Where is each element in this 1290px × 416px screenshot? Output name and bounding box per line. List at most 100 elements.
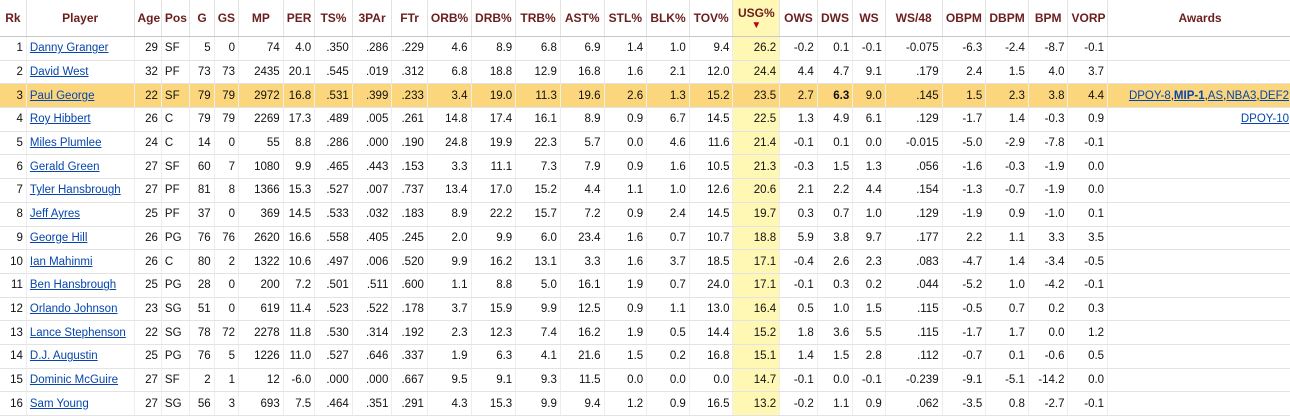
cell-dbpm: -0.3 [985, 154, 1029, 180]
cell-pos: SF [161, 36, 191, 61]
player-link[interactable]: Lance Stephenson [29, 326, 126, 339]
column-header-pos[interactable]: Pos [161, 0, 191, 37]
column-header-per[interactable]: PER [283, 0, 316, 37]
player-cell: D.J. Augustin [26, 344, 135, 369]
player-link[interactable]: George Hill [29, 231, 88, 244]
cell-ast-pct: 7.2 [560, 202, 605, 227]
column-header-ts-pct[interactable]: TS% [314, 0, 353, 37]
cell-age: 24 [134, 131, 162, 156]
column-header-player[interactable]: Player [26, 0, 135, 37]
player-link[interactable]: Paul George [29, 89, 95, 102]
cell-drb-pct: 19.9 [471, 131, 517, 156]
column-header-vorp[interactable]: VORP [1067, 0, 1109, 37]
player-link[interactable]: Gerald Green [29, 160, 100, 173]
cell-g: 79 [189, 107, 215, 132]
column-header-ftr[interactable]: FTr [391, 0, 428, 37]
player-link[interactable]: David West [29, 66, 89, 79]
column-header-ws-per-48[interactable]: WS/48 [885, 0, 943, 37]
column-header-ows[interactable]: OWS [779, 0, 818, 37]
cell-vorp: -0.1 [1067, 273, 1109, 298]
table-row: 13 Lance Stephenson 22 SG 78 72 2278 11.8.530.3… [0, 320, 1290, 345]
cell-dbpm: 0.8 [985, 391, 1029, 416]
cell-vorp: 0.3 [1067, 297, 1109, 322]
cell-orb-pct: 1.9 [427, 344, 472, 369]
cell-ws-per-48: .129 [885, 202, 943, 227]
cell-drb-pct: 11.1 [471, 154, 517, 180]
award-link[interactable]: DEF2 [1259, 89, 1289, 102]
award-link[interactable]: MIP-1 [1173, 89, 1205, 102]
column-header-age[interactable]: Age [134, 0, 162, 37]
cell-ftr: .192 [391, 320, 428, 345]
player-link[interactable]: Ian Mahinmi [29, 255, 93, 268]
column-header-3par[interactable]: 3PAr [352, 0, 393, 37]
cell-usg-pct: 19.7 [732, 202, 781, 227]
cell-rk: 13 [0, 320, 27, 345]
player-cell: Roy Hibbert [26, 107, 135, 132]
column-header-blk-pct[interactable]: BLK% [646, 0, 690, 37]
cell-stl-pct: 2.6 [604, 83, 648, 109]
cell-ts-pct: .350 [314, 36, 353, 61]
cell-stl-pct: 1.9 [604, 273, 648, 298]
cell-orb-pct: 3.7 [427, 297, 472, 322]
column-header-dws[interactable]: DWS [817, 0, 854, 37]
cell-pos: PG [161, 273, 191, 298]
cell-mp: 693 [238, 391, 284, 416]
column-header-orb-pct[interactable]: ORB% [427, 0, 472, 37]
player-link[interactable]: Miles Plumlee [29, 137, 102, 150]
column-header-stl-pct[interactable]: STL% [604, 0, 648, 37]
column-header-dbpm[interactable]: DBPM [985, 0, 1029, 37]
awards-cell [1107, 154, 1290, 180]
cell-per: 4.0 [283, 36, 316, 61]
column-header-gs[interactable]: GS [214, 0, 240, 37]
cell-age: 25 [134, 273, 162, 298]
cell-age: 27 [134, 391, 162, 416]
cell-age: 26 [134, 226, 162, 251]
award-link[interactable]: DPOY-10 [1240, 113, 1289, 126]
cell-obpm: -0.5 [942, 297, 987, 322]
column-header-drb-pct[interactable]: DRB% [471, 0, 517, 37]
cell-age: 22 [134, 83, 162, 109]
award-link[interactable]: DPOY-8 [1128, 89, 1171, 102]
cell-vorp: 4.4 [1067, 83, 1109, 109]
cell-ts-pct: .465 [314, 154, 353, 180]
column-header-mp[interactable]: MP [238, 0, 284, 37]
player-link[interactable]: Tyler Hansbrough [29, 184, 121, 197]
cell-gs: 73 [214, 60, 240, 85]
column-header-rk[interactable]: Rk [0, 0, 27, 37]
cell-dws: 0.3 [817, 273, 854, 298]
award-link[interactable]: AS [1207, 89, 1224, 102]
player-link[interactable]: Danny Granger [29, 42, 109, 55]
cell-3par: .314 [352, 320, 393, 345]
cell-ws: 9.1 [852, 60, 886, 85]
column-header-ws[interactable]: WS [852, 0, 886, 37]
cell-blk-pct: 1.3 [646, 83, 690, 109]
cell-3par: .000 [352, 131, 393, 156]
cell-usg-pct: 21.3 [732, 154, 781, 180]
column-header-tov-pct[interactable]: TOV% [689, 0, 734, 37]
column-header-ast-pct[interactable]: AST% [560, 0, 605, 37]
player-cell: George Hill [26, 226, 135, 251]
awards-cell [1107, 273, 1290, 298]
column-header-g[interactable]: G [189, 0, 215, 37]
cell-g: 76 [189, 344, 215, 369]
column-header-bpm[interactable]: BPM [1028, 0, 1069, 37]
award-link[interactable]: NBA3 [1226, 89, 1257, 102]
cell-tov-pct: 14.5 [689, 202, 734, 227]
table-row: 14 D.J. Augustin 25 PG 76 5 1226 11.0.527.646.3… [0, 344, 1290, 369]
column-header-usg-pct[interactable]: USG% ▼ [732, 0, 781, 37]
cell-ast-pct: 19.6 [560, 83, 605, 109]
cell-tov-pct: 9.4 [689, 36, 734, 61]
player-link[interactable]: Ben Hansbrough [29, 279, 117, 292]
player-link[interactable]: Orlando Johnson [29, 302, 118, 315]
cell-age: 23 [134, 297, 162, 322]
player-link[interactable]: Sam Young [29, 397, 89, 410]
column-header-obpm[interactable]: OBPM [942, 0, 987, 37]
column-header-awards[interactable]: Awards [1107, 0, 1290, 37]
player-link[interactable]: D.J. Augustin [29, 350, 98, 363]
player-link[interactable]: Dominic McGuire [29, 373, 119, 386]
cell-drb-pct: 17.4 [471, 107, 517, 132]
player-link[interactable]: Jeff Ayres [29, 208, 80, 221]
cell-mp: 2972 [238, 83, 284, 109]
column-header-trb-pct[interactable]: TRB% [515, 0, 561, 37]
player-link[interactable]: Roy Hibbert [29, 113, 91, 126]
